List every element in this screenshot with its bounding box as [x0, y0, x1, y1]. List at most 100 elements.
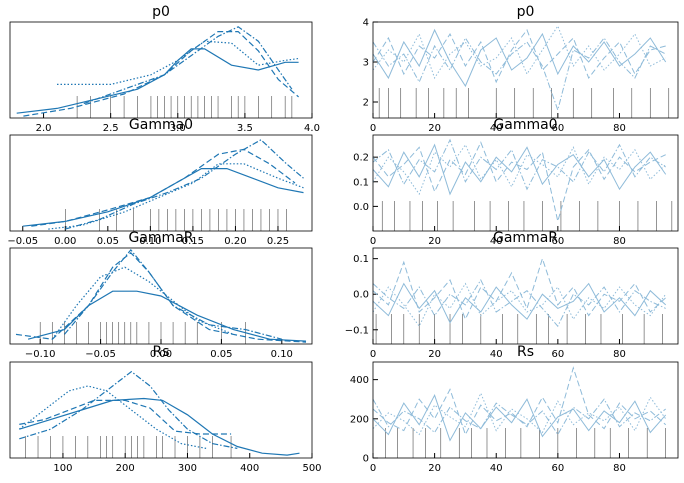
x-tick-label: −0.05 — [85, 349, 116, 360]
x-tick-label: 20 — [428, 236, 441, 247]
density-line — [19, 397, 300, 456]
trace-line — [372, 28, 666, 84]
x-tick-label: 0.05 — [97, 236, 119, 247]
subplot-title: GammaR — [128, 230, 193, 246]
density-line — [51, 266, 234, 340]
x-tick-label: 3.0 — [170, 123, 186, 134]
x-tick-label: 4.0 — [304, 123, 320, 134]
subplot-title: Gamma0 — [493, 117, 557, 133]
y-tick-label: 400 — [350, 375, 369, 386]
trace-line — [372, 36, 666, 112]
x-tick-label: 40 — [490, 236, 503, 247]
trace-line — [372, 28, 667, 88]
y-tick-label: 0.0 — [353, 290, 369, 301]
trace-line — [372, 24, 666, 80]
trace-line — [372, 392, 667, 436]
density-line — [27, 290, 307, 342]
x-tick-label: 20 — [428, 349, 441, 360]
x-tick-label: 60 — [551, 123, 564, 134]
subplot: Gamma0 −0.05 0.00 0.05 0.10 0.15 0.20 0.25 — [7, 117, 313, 247]
x-tick-label: 0.05 — [210, 349, 232, 360]
x-tick-label: −0.10 — [25, 349, 56, 360]
x-tick-label: 400 — [240, 463, 259, 474]
axes-frame — [372, 361, 679, 459]
axes-frame — [372, 134, 679, 232]
density-line — [22, 168, 304, 227]
trace-line — [372, 398, 667, 436]
density-line — [19, 399, 232, 435]
x-tick-label: 60 — [551, 463, 564, 474]
y-tick-label: 2 — [363, 98, 369, 109]
x-tick-label: 80 — [613, 349, 626, 360]
x-tick-label: 0.00 — [54, 236, 76, 247]
x-tick-label: 200 — [116, 463, 135, 474]
subplot-title: Gamma0 — [129, 117, 193, 133]
trace-line — [372, 143, 667, 196]
axes-frame — [9, 134, 313, 232]
x-tick-label: 3.5 — [237, 123, 253, 134]
subplot: Rs 100 200 300 400 500 — [9, 344, 322, 474]
density-line — [83, 26, 293, 105]
subplot-title: p0 — [517, 4, 535, 20]
y-tick-label: 0.1 — [353, 254, 369, 265]
y-tick-label: 0.2 — [353, 153, 369, 164]
subplot: p0 0 20 40 60 80 2 3 4 — [363, 4, 679, 134]
x-tick-label: 0.15 — [182, 236, 204, 247]
x-tick-label: 0.25 — [267, 236, 289, 247]
y-tick-label: 4 — [363, 18, 369, 29]
subplot: Gamma0 0 20 40 60 80 0.0 0.1 0.2 — [353, 117, 679, 247]
y-tick-label: 0.0 — [353, 202, 369, 213]
x-tick-label: 0 — [370, 349, 376, 360]
density-line — [19, 370, 238, 449]
x-tick-label: 40 — [490, 349, 503, 360]
subplot: GammaR −0.10 −0.05 0.00 0.05 0.10 — [9, 230, 313, 360]
density-line — [57, 40, 299, 85]
x-tick-label: 60 — [551, 236, 564, 247]
x-tick-label: 0.10 — [271, 349, 293, 360]
subplot-title: Rs — [152, 344, 169, 360]
subplot-title: p0 — [152, 4, 170, 20]
x-tick-label: 2.5 — [103, 123, 119, 134]
trace-line — [372, 143, 667, 196]
trace-line — [372, 282, 667, 328]
subplot-title: Rs — [517, 344, 534, 360]
trace-line — [372, 282, 667, 324]
density-line — [65, 139, 304, 230]
x-tick-label: 0 — [370, 463, 376, 474]
density-line — [63, 248, 282, 340]
axes-frame — [372, 247, 679, 345]
y-tick-label: 0.1 — [353, 177, 369, 188]
trace-line — [372, 366, 667, 436]
subplot: p0 2.0 2.5 3.0 3.5 4.0 — [9, 4, 320, 134]
x-tick-label: 0.10 — [139, 236, 161, 247]
x-tick-label: 80 — [613, 123, 626, 134]
x-tick-label: 80 — [613, 463, 626, 474]
density-line — [23, 31, 299, 117]
trace-line — [372, 138, 666, 191]
x-tick-label: 40 — [490, 123, 503, 134]
x-tick-label: 40 — [490, 463, 503, 474]
y-tick-label: 0 — [363, 454, 369, 465]
x-tick-label: 60 — [551, 349, 564, 360]
x-tick-label: 20 — [428, 123, 441, 134]
x-tick-label: 100 — [53, 463, 72, 474]
subplot-title: GammaR — [493, 230, 558, 246]
density-line — [15, 251, 307, 343]
axes-frame — [9, 247, 313, 345]
axes-frame — [9, 21, 313, 119]
x-tick-label: 300 — [178, 463, 197, 474]
x-tick-label: 20 — [428, 463, 441, 474]
x-tick-label: −0.05 — [7, 236, 38, 247]
x-tick-label: 0.00 — [150, 349, 172, 360]
axes-frame — [9, 361, 313, 459]
y-tick-label: 200 — [350, 414, 369, 425]
x-tick-label: 80 — [613, 236, 626, 247]
y-tick-label: −0.1 — [345, 325, 369, 336]
x-tick-label: 0 — [370, 123, 376, 134]
trace-line — [372, 394, 667, 442]
density-line — [31, 148, 296, 227]
x-tick-label: 500 — [302, 463, 321, 474]
y-tick-label: 3 — [363, 58, 369, 69]
